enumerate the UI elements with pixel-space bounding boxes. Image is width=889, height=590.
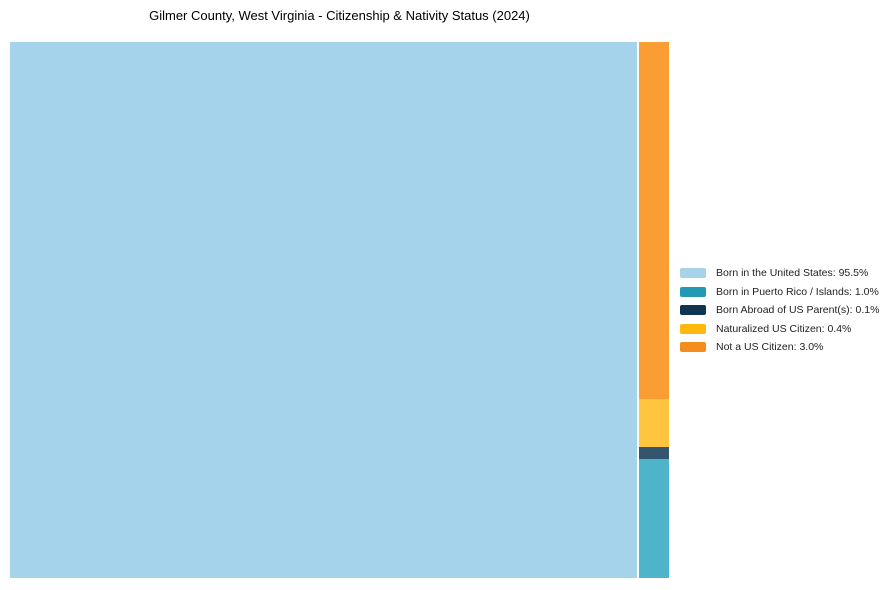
legend: Born in the United States: 95.5% Born in … [680, 267, 879, 360]
legend-item-born-in-the-united-states[interactable]: Born in the United States: 95.5% [680, 267, 879, 279]
legend-swatch-born-in-puerto-rico-islands [680, 286, 706, 297]
legend-item-born-abroad-of-us-parent-s[interactable]: Born Abroad of US Parent(s): 0.1% [680, 304, 879, 316]
legend-item-not-a-us-citizen[interactable]: Not a US Citizen: 3.0% [680, 341, 879, 353]
legend-swatch-born-in-the-united-states [680, 268, 706, 278]
legend-swatch-naturalized-us-citizen [680, 323, 706, 334]
legend-item-born-in-puerto-rico-islands[interactable]: Born in Puerto Rico / Islands: 1.0% [680, 286, 879, 298]
treemap-plot [10, 42, 669, 578]
legend-label: Born Abroad of US Parent(s): 0.1% [716, 304, 880, 316]
treemap-tile-not-a-us-citizen[interactable] [639, 42, 669, 400]
treemap-tile-born-in-the-united-states[interactable] [10, 42, 638, 578]
legend-label: Born in Puerto Rico / Islands: 1.0% [716, 285, 879, 298]
chart-title: Gilmer County, West Virginia - Citizensh… [149, 8, 530, 23]
legend-label: Naturalized US Citizen: 0.4% [716, 322, 852, 335]
treemap-tile-naturalized-us-citizen[interactable] [639, 399, 669, 447]
treemap-tile-born-in-puerto-rico-islands[interactable] [639, 458, 669, 578]
legend-label: Born in the United States: 95.5% [716, 267, 869, 279]
legend-swatch-born-abroad-of-us-parent-s [680, 305, 706, 315]
legend-label: Not a US Citizen: 3.0% [716, 341, 824, 353]
legend-swatch-not-a-us-citizen [680, 342, 706, 352]
legend-item-naturalized-us-citizen[interactable]: Naturalized US Citizen: 0.4% [680, 323, 879, 335]
treemap-tile-born-abroad-of-us-parent-s[interactable] [639, 446, 669, 459]
